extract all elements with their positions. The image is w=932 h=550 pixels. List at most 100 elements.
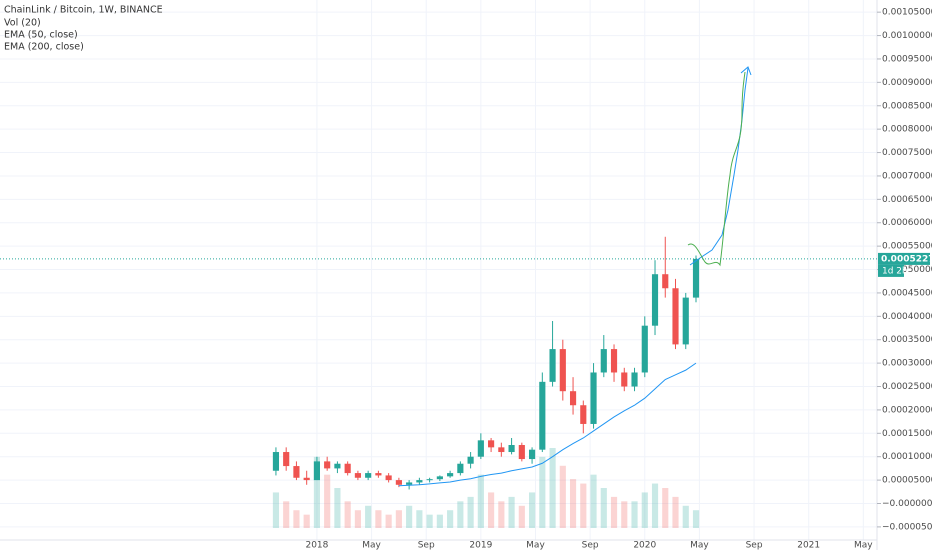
- volume-bar: [539, 456, 546, 528]
- volume-bar: [662, 488, 669, 528]
- countdown-box: [878, 264, 904, 277]
- candle-body: [662, 274, 669, 289]
- candle-body: [488, 440, 495, 448]
- volume-bar: [344, 501, 351, 528]
- volume-bar: [559, 465, 566, 528]
- candle-body: [426, 479, 433, 481]
- axis-layer: 0.00105000 0.00100000 0.00095000 0.00090000…: [0, 8, 932, 550]
- volume-bar: [436, 514, 443, 528]
- volume-bar: [313, 456, 320, 528]
- candle-body: [549, 349, 556, 382]
- volume-bar: [600, 488, 607, 528]
- y-tick-label: 0.00085000: [882, 101, 932, 111]
- volume-bar: [610, 496, 618, 528]
- candle-body: [303, 477, 310, 481]
- candle-body: [365, 473, 372, 478]
- volume-bar: [426, 514, 433, 528]
- indicator-label: EMA (50, close): [4, 30, 78, 41]
- candle-body: [375, 473, 382, 476]
- candle-body: [457, 463, 464, 474]
- y-tick-label: 0.00055000: [882, 242, 932, 252]
- volume-bar: [283, 501, 290, 528]
- grid: [0, 0, 877, 540]
- volume-bar: [385, 514, 392, 528]
- volume-bar: [692, 510, 700, 528]
- x-tick-label: May: [362, 541, 381, 550]
- volume-bar: [416, 510, 423, 528]
- volume-bar: [498, 501, 505, 528]
- candle-body: [416, 480, 423, 483]
- volume-bar: [375, 510, 382, 528]
- volume-bar: [395, 510, 402, 528]
- x-tick-label: May: [854, 541, 873, 550]
- volume-bar: [621, 501, 628, 528]
- volume-bar: [651, 483, 659, 528]
- candle-body: [467, 456, 474, 464]
- candle-body: [334, 463, 341, 469]
- volume-layer: [272, 448, 700, 528]
- candle-body: [539, 381, 546, 450]
- y-tick-label: 0.00010000: [882, 452, 932, 462]
- volume-bar: [488, 492, 495, 528]
- volume-bar: [457, 501, 464, 528]
- countdown-label: 1d 2h: [882, 266, 908, 276]
- y-tick-label: 0.00080000: [882, 125, 932, 135]
- candle-body: [631, 372, 638, 387]
- candle-body: [692, 258, 700, 298]
- y-tick-label: 0.00070000: [882, 171, 932, 181]
- x-tick-label: Sep: [746, 541, 763, 550]
- x-tick-label: 2020: [633, 541, 656, 550]
- y-tick-label: 0.00090000: [882, 78, 932, 88]
- y-tick-label: 0.00075000: [882, 148, 932, 158]
- projection-arrow: [740, 66, 752, 76]
- volume-bar: [569, 479, 577, 528]
- volume-bar: [641, 492, 648, 528]
- volume-bar: [467, 496, 474, 528]
- x-tick-label: May: [690, 541, 709, 550]
- candle-body: [283, 452, 290, 467]
- y-tick-label: 0.00095000: [882, 54, 932, 64]
- x-tick-label: 2021: [797, 541, 820, 550]
- volume-bar: [334, 488, 341, 528]
- candle-body: [354, 473, 361, 478]
- volume-bar: [324, 474, 331, 528]
- y-tick-label: 0.00100000: [882, 31, 932, 41]
- candle-body: [395, 480, 402, 485]
- x-tick-label: Sep: [582, 541, 599, 550]
- x-tick-label: 2019: [469, 541, 492, 550]
- y-tick-label: 0.00060000: [882, 218, 932, 228]
- x-tick-label: 2018: [305, 541, 328, 550]
- y-tick-label: 0.00005000: [882, 476, 932, 486]
- projection-ema: [689, 67, 749, 266]
- candle-body: [313, 461, 320, 481]
- volume-bar: [590, 474, 597, 528]
- x-tick-label: Sep: [418, 541, 435, 550]
- y-tick-label: 0.00040000: [882, 312, 932, 322]
- candle-body: [651, 274, 659, 326]
- volume-bar: [508, 496, 515, 528]
- candle-body: [272, 452, 280, 471]
- candle-body: [590, 372, 597, 424]
- indicator-label: EMA (200, close): [4, 42, 84, 53]
- projection-drawing: [687, 71, 746, 267]
- candle-body: [385, 475, 392, 481]
- y-tick-label: −0.00005000: [882, 522, 932, 532]
- volume-bar: [406, 505, 413, 528]
- candle-body: [518, 445, 525, 460]
- volume-bar: [518, 505, 525, 528]
- candle-body: [672, 288, 679, 345]
- candle-body: [436, 476, 443, 480]
- y-tick-label: 0.00020000: [882, 405, 932, 415]
- candle-body: [508, 445, 515, 453]
- candle-body: [610, 349, 618, 373]
- y-tick-label: −0.00000000: [882, 499, 932, 509]
- volume-bar: [303, 514, 310, 528]
- volume-bar: [580, 483, 587, 528]
- candle-body: [559, 349, 566, 392]
- candle-body: [477, 440, 484, 457]
- candle-body: [498, 447, 505, 453]
- y-tick-label: 0.00105000: [882, 8, 932, 18]
- y-tick-label: 0.00035000: [882, 335, 932, 345]
